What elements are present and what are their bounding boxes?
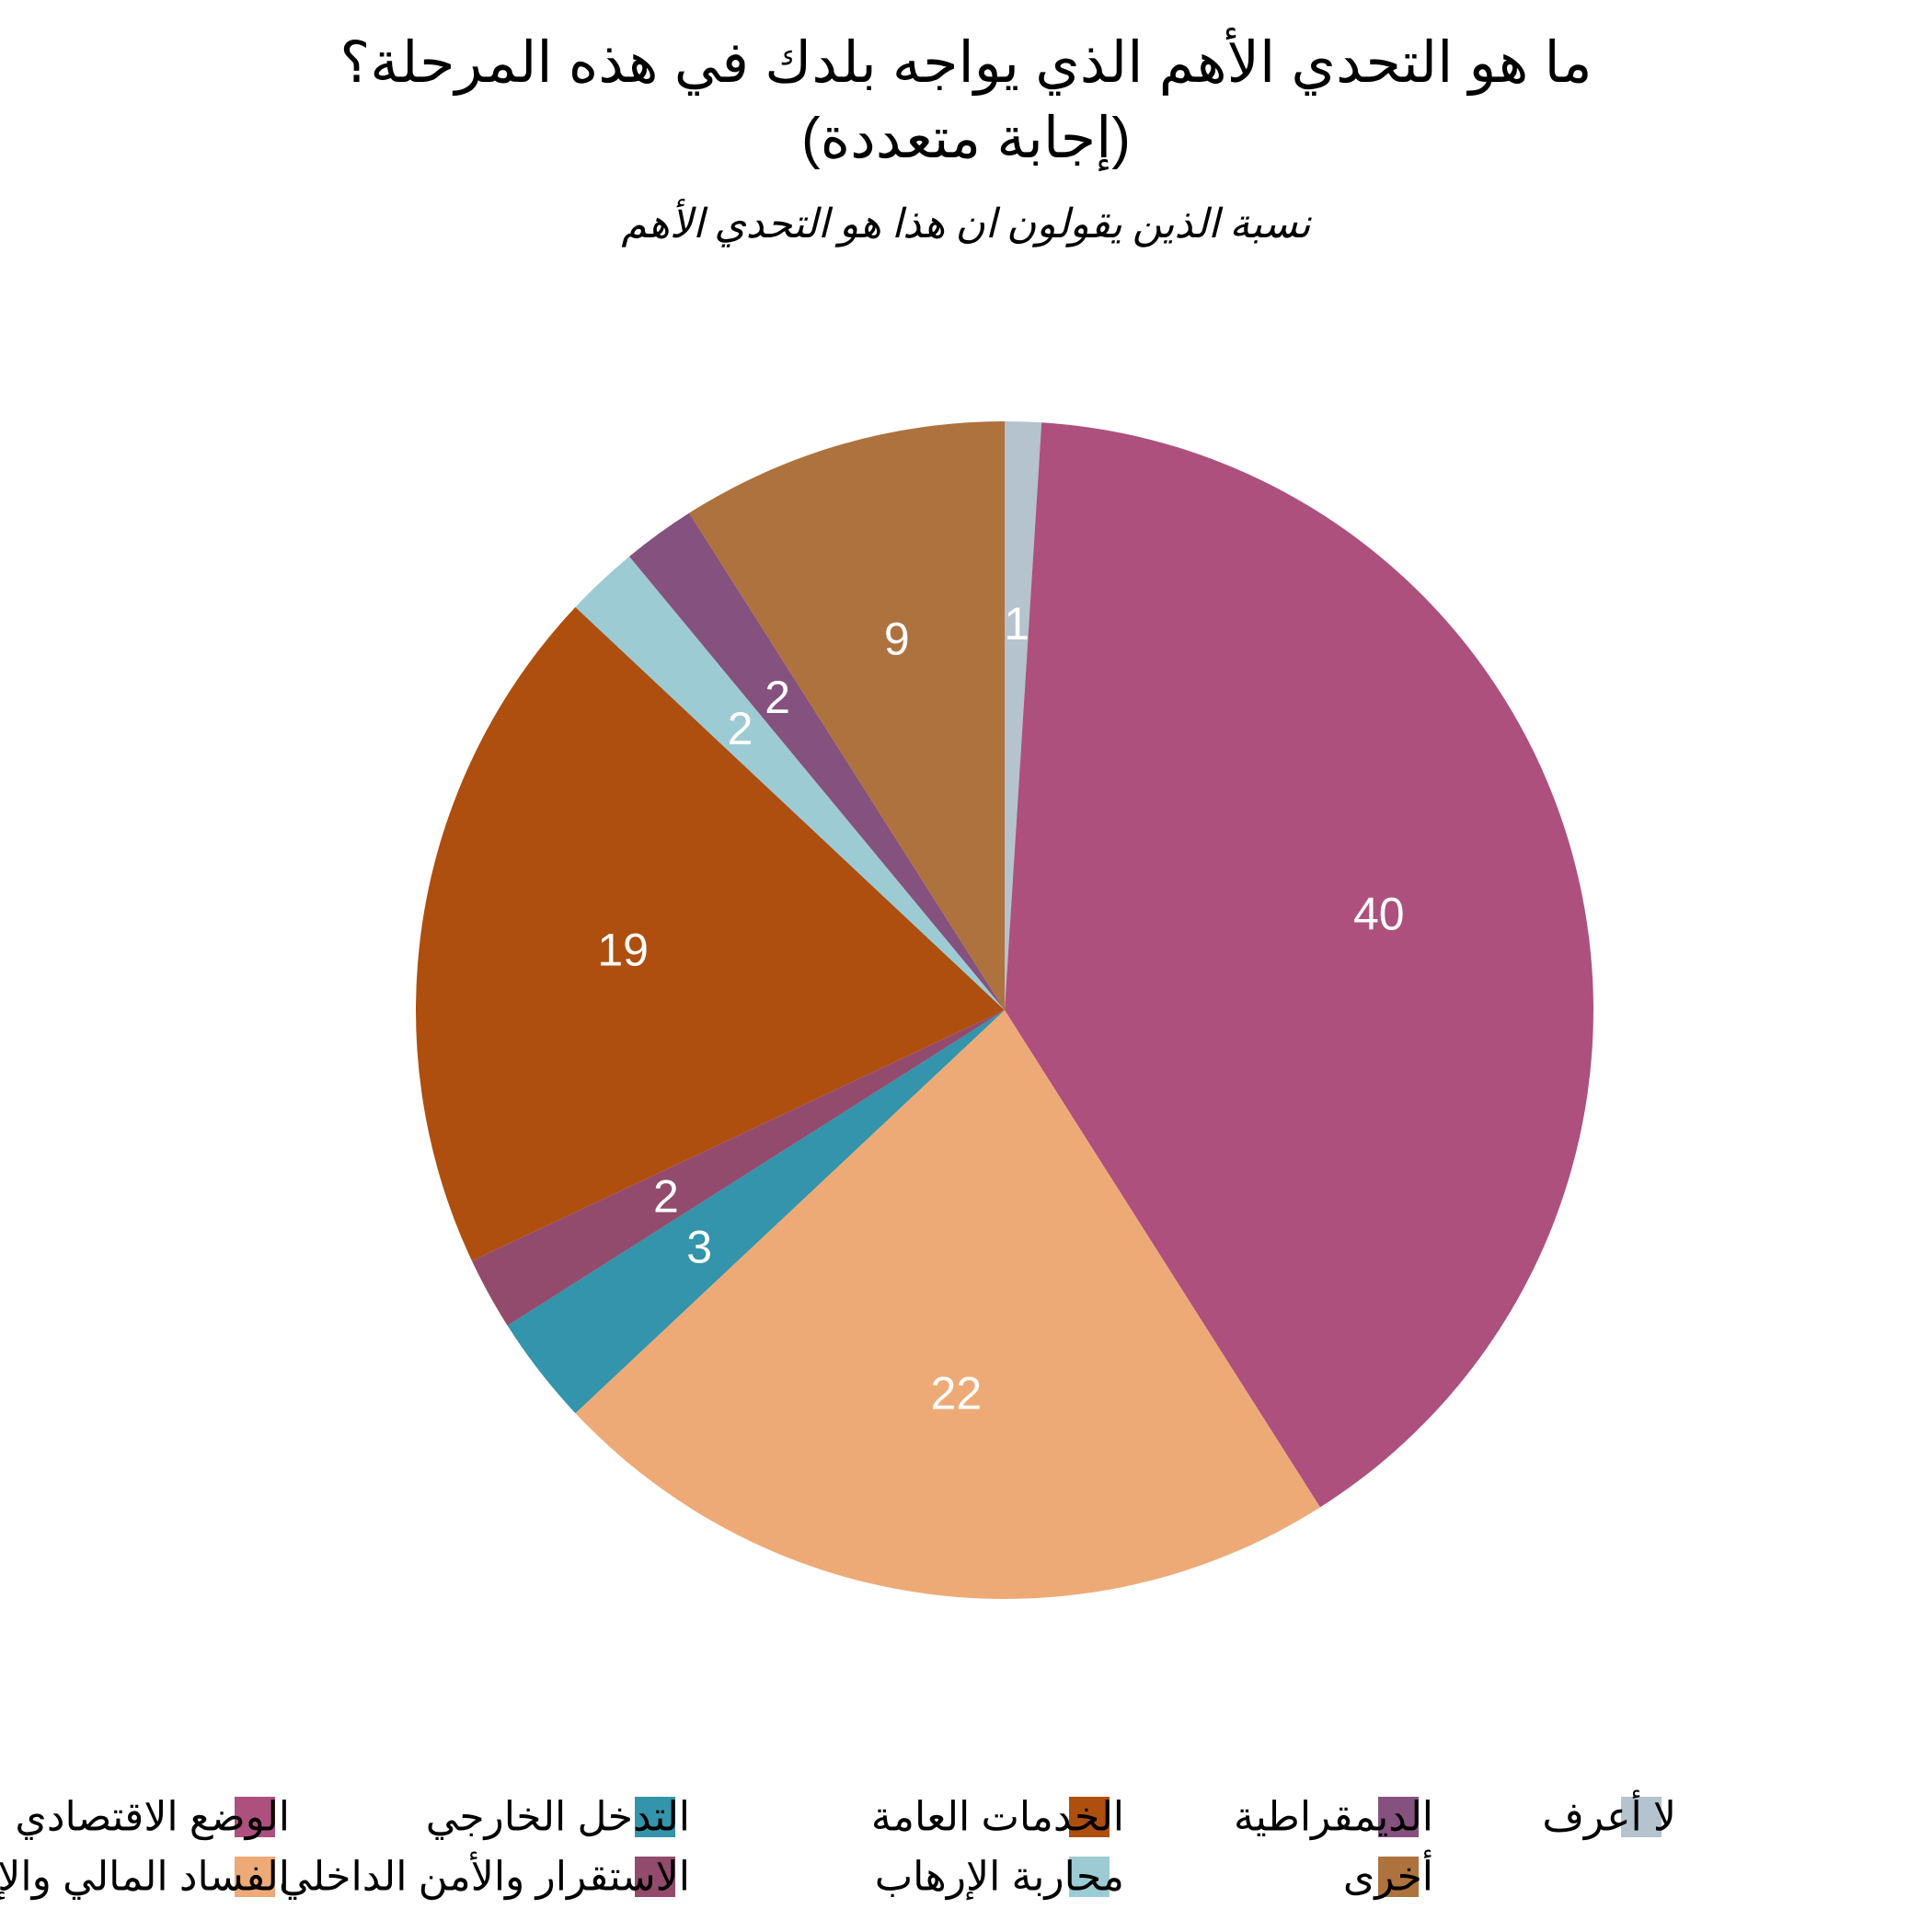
- pie-slice-label-7: 2: [765, 672, 790, 723]
- legend-label-5: محاربة الإرهاب: [875, 1855, 1124, 1901]
- pie-slice-4: [471, 1010, 1005, 1326]
- legend-label-2: التدخل الخارجي: [426, 1795, 690, 1841]
- pie-slice-label-5: 19: [597, 924, 649, 975]
- pie-slice-label-4: 2: [653, 1170, 679, 1222]
- legend-swatch-1: [235, 1857, 275, 1897]
- pie-slice-7: [629, 512, 1005, 1010]
- legend-swatch-5: [1069, 1857, 1110, 1897]
- chart-title: ما هو التحدي الأهم الذي يواجه بلدك في هذ…: [0, 26, 1932, 177]
- pie-slice-label-3: 3: [686, 1221, 712, 1272]
- legend-swatch-6: [1378, 1797, 1419, 1837]
- pie-slice-label-0: 1: [1004, 598, 1029, 650]
- legend-label-6: الديمقراطية: [1234, 1795, 1433, 1841]
- pie-slice-6: [575, 556, 1005, 1010]
- legend-label-4: الخدمات العامة: [871, 1795, 1124, 1840]
- legend-swatch-0: [235, 1797, 275, 1837]
- legend-swatch-3: [635, 1857, 675, 1897]
- legend-label-3: الاستقرار والأمن الداخلي: [279, 1851, 690, 1901]
- legend-label-7: أخرى: [1343, 1849, 1433, 1901]
- pie-slice-label-1: 40: [1353, 889, 1405, 940]
- legend-swatch-4: [1069, 1797, 1110, 1837]
- pie-slice-label-8: 9: [884, 614, 910, 665]
- legend-label-0: الوضع الاقتصادي: [15, 1795, 290, 1841]
- pie-slice-3: [507, 1010, 1005, 1414]
- pie-slice-2: [575, 1010, 1320, 1599]
- legend-label-1: الفساد المالي والإداري: [0, 1855, 290, 1901]
- pie-slice-5: [415, 606, 1005, 1261]
- chart-subtitle: نسبة الذين يقولون ان هذا هو التحدي الأهم: [621, 201, 1311, 247]
- chart-title-line-1: ما هو التحدي الأهم الذي يواجه بلدك في هذ…: [339, 31, 1593, 95]
- pie-slice-label-6: 2: [728, 703, 753, 754]
- pie-slice-1: [1005, 422, 1593, 1508]
- legend-swatch-2: [635, 1797, 675, 1837]
- pie-slice-8: [689, 421, 1005, 1010]
- legend-swatch-7: [1378, 1857, 1419, 1897]
- legend-swatch-8: [1621, 1797, 1662, 1837]
- legend-label-8: لا أعرف: [1542, 1789, 1676, 1841]
- pie-slice-label-2: 22: [931, 1368, 983, 1420]
- chart-title-line-2: (إجابة متعددة): [801, 107, 1131, 170]
- pie-slice-0: [1005, 421, 1042, 1010]
